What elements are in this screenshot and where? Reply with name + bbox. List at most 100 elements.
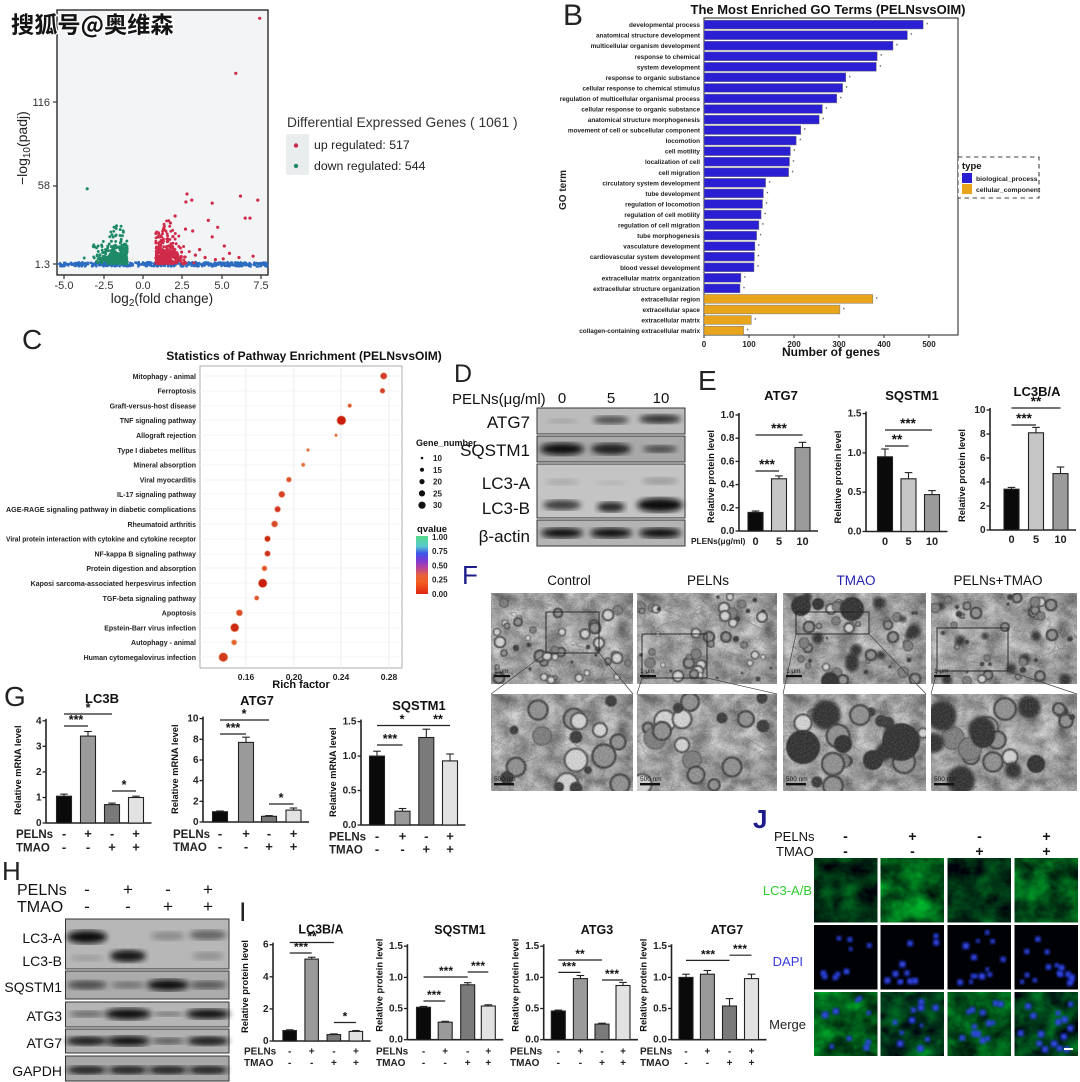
svg-text:8: 8 [980, 429, 986, 440]
svg-text:-: - [110, 826, 114, 841]
svg-text:PELNs: PELNs [17, 882, 67, 899]
svg-text:-: - [218, 839, 222, 854]
svg-text:PLENs(μg/ml): PLENs(μg/ml) [691, 536, 746, 546]
svg-text:SQSTM1: SQSTM1 [460, 441, 530, 460]
svg-text:Relative mRNA level: Relative mRNA level [170, 724, 180, 814]
svg-text:Relative protein level: Relative protein level [374, 939, 384, 1032]
svg-text:+: + [446, 842, 454, 857]
svg-text:extracellular matrix: extracellular matrix [641, 318, 700, 325]
svg-text:-: - [84, 897, 90, 916]
svg-text:Protein digestion and absorpti: Protein digestion and absorption [86, 566, 196, 573]
svg-text:*: * [769, 181, 771, 187]
svg-text:PELNs: PELNs [774, 829, 815, 844]
svg-text:I: I [239, 897, 247, 927]
svg-text:+: + [908, 828, 916, 844]
svg-text:***: *** [226, 721, 241, 735]
svg-text:***: *** [471, 959, 485, 973]
svg-text:-: - [288, 1058, 291, 1069]
svg-text:+: + [163, 897, 173, 916]
svg-text:1 μm: 1 μm [786, 668, 801, 675]
svg-text:+: + [353, 1047, 359, 1058]
svg-text:1.5: 1.5 [389, 941, 403, 952]
svg-text:SQSTM1: SQSTM1 [434, 923, 485, 937]
svg-text:+: + [84, 826, 92, 841]
svg-text:-: - [244, 839, 248, 854]
svg-text:TMAO: TMAO [244, 1058, 274, 1069]
svg-text:PELNs: PELNs [329, 832, 366, 844]
svg-text:0.4: 0.4 [721, 480, 735, 491]
svg-text:cell motility: cell motility [665, 149, 701, 156]
svg-text:200: 200 [787, 340, 801, 349]
svg-text:extracellular space: extracellular space [642, 307, 700, 314]
svg-text:LC3-A: LC3-A [482, 474, 531, 493]
svg-text:G: G [4, 681, 26, 712]
svg-text:F: F [462, 560, 478, 590]
svg-text:PELNs: PELNs [510, 1047, 543, 1058]
svg-text:The Most Enriched GO Terms (PE: The Most Enriched GO Terms (PELNsvsOIM) [691, 2, 966, 17]
svg-text:vasculature development: vasculature development [623, 244, 701, 251]
svg-text:**: ** [1031, 394, 1042, 409]
svg-text:1.0: 1.0 [721, 410, 735, 421]
svg-text:1.0: 1.0 [389, 972, 403, 983]
svg-text:+: + [446, 829, 454, 844]
svg-text:Relative protein level: Relative protein level [833, 430, 843, 523]
svg-text:system development: system development [637, 64, 701, 71]
svg-text:-: - [579, 1058, 582, 1069]
svg-text:0.75: 0.75 [432, 547, 448, 556]
svg-text:***: *** [439, 964, 453, 978]
svg-text:*: * [926, 23, 928, 29]
svg-text:*: * [840, 97, 842, 103]
svg-text:*: * [279, 791, 284, 805]
svg-text:Kaposi sarcoma-associated herp: Kaposi sarcoma-associated herpesvirus in… [31, 581, 196, 588]
svg-text:1.0: 1.0 [653, 972, 667, 983]
svg-text:AGE-RAGE signaling pathway in: AGE-RAGE signaling pathway in diabetic c… [6, 507, 196, 514]
svg-text:PELNs+TMAO: PELNs+TMAO [954, 573, 1043, 588]
svg-text:J: J [753, 804, 767, 834]
svg-text:0.25: 0.25 [432, 576, 448, 585]
svg-text:DAPI: DAPI [773, 954, 803, 969]
svg-text:qvalue: qvalue [417, 524, 447, 535]
svg-text:5: 5 [776, 536, 782, 548]
svg-text:PELNs: PELNs [640, 1047, 673, 1058]
svg-text:0.5: 0.5 [848, 487, 862, 498]
svg-text:+: + [353, 1058, 359, 1069]
svg-text:ATG7: ATG7 [26, 1035, 62, 1051]
svg-text:500 nm: 500 nm [640, 776, 662, 783]
svg-text:10: 10 [926, 536, 938, 548]
svg-text:PELNs: PELNs [16, 829, 53, 841]
svg-text:-: - [400, 842, 404, 857]
svg-text:-: - [165, 880, 171, 899]
svg-text:IL-17 signaling pathway: IL-17 signaling pathway [117, 492, 196, 499]
svg-text:400: 400 [877, 340, 891, 349]
svg-text:1.5: 1.5 [848, 409, 862, 420]
svg-text:cardiovascular system developm: cardiovascular system development [590, 254, 701, 261]
svg-text:SQSTM1: SQSTM1 [885, 388, 938, 403]
svg-text:0.0: 0.0 [848, 527, 862, 538]
svg-text:cellular response to organic s: cellular response to organic substance [581, 107, 700, 114]
svg-text:Graft-versus-host disease: Graft-versus-host disease [110, 403, 196, 410]
svg-text:+: + [1042, 828, 1050, 844]
svg-text:-: - [310, 1058, 313, 1069]
svg-text:movement of cell or subcellula: movement of cell or subcellular componen… [568, 128, 701, 135]
svg-text:4: 4 [36, 716, 42, 727]
svg-text:**: ** [575, 947, 585, 961]
svg-text:Type I diabetes mellitus: Type I diabetes mellitus [118, 448, 197, 455]
svg-text:tube development: tube development [645, 191, 701, 198]
svg-text:*: * [764, 213, 766, 219]
svg-text:***: *** [733, 942, 747, 956]
svg-text:***: *** [383, 732, 398, 746]
svg-text:Viral myocarditis: Viral myocarditis [140, 477, 196, 484]
svg-text:*: * [766, 191, 768, 197]
svg-text:**: ** [433, 713, 443, 727]
svg-text:-: - [62, 826, 66, 841]
svg-text:0: 0 [558, 390, 566, 407]
svg-text:regulation of locomotion: regulation of locomotion [625, 202, 700, 209]
svg-text:*: * [743, 286, 745, 292]
svg-text:***: *** [1016, 411, 1033, 426]
svg-text:GO term: GO term [558, 170, 569, 210]
svg-text:*: * [758, 244, 760, 250]
svg-text:type: type [962, 161, 982, 172]
svg-text:1.0: 1.0 [343, 751, 357, 762]
svg-text:*: * [744, 276, 746, 282]
svg-text:-: - [424, 829, 428, 844]
